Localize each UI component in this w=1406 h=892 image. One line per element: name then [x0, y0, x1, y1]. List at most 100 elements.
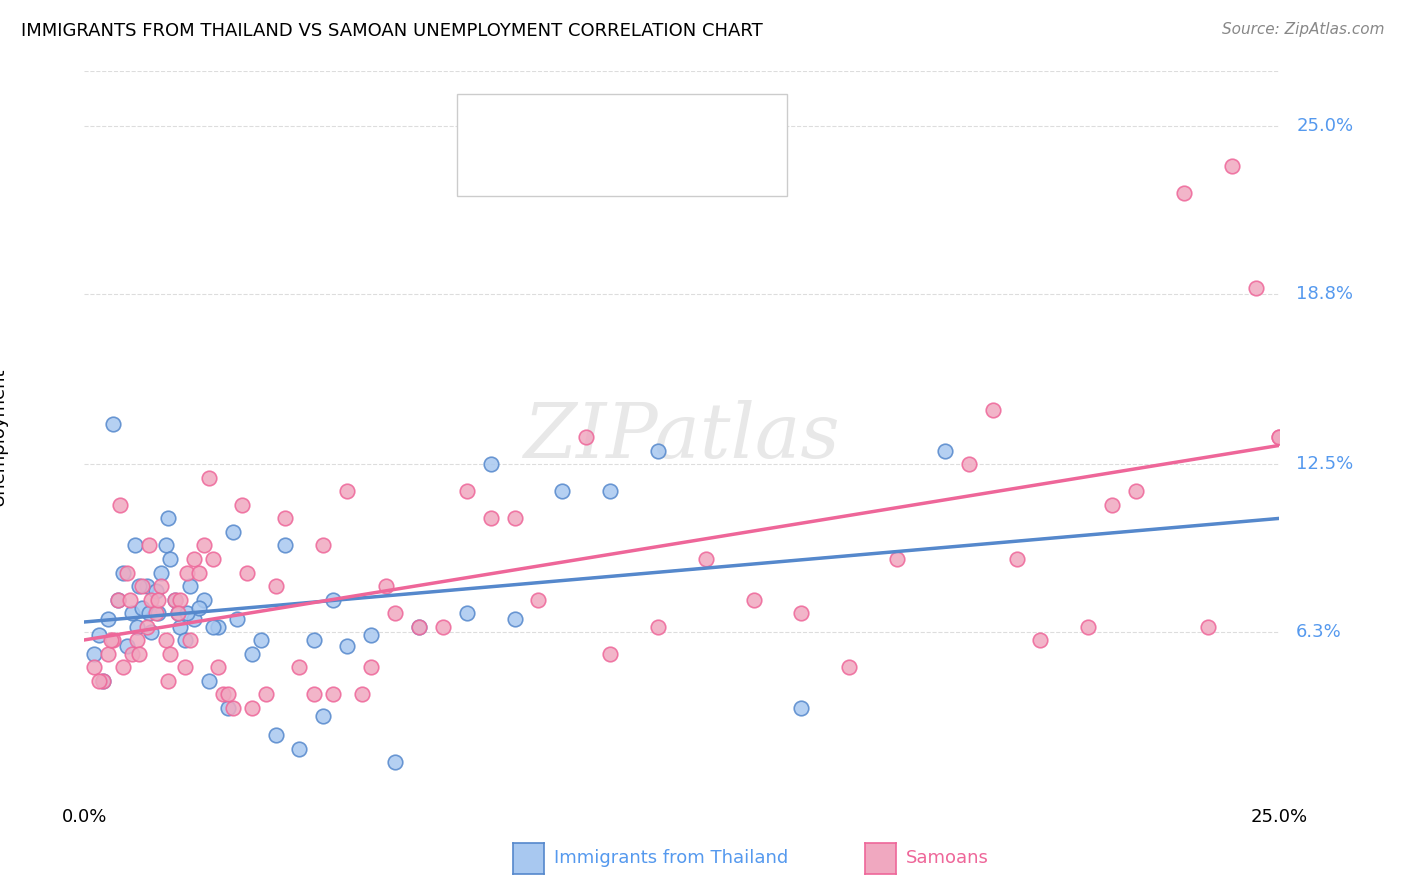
- Text: Samoans: Samoans: [905, 849, 988, 867]
- Point: [647, 620, 669, 634]
- Point: [1268, 430, 1291, 444]
- Point: [173, 660, 195, 674]
- Point: [384, 755, 406, 769]
- Point: [87, 673, 110, 688]
- Point: [350, 688, 373, 702]
- Point: [148, 606, 170, 620]
- Point: [288, 741, 311, 756]
- Point: [183, 611, 205, 625]
- Point: [312, 709, 335, 723]
- Text: Unemployment: Unemployment: [0, 368, 7, 507]
- Point: [101, 417, 124, 431]
- Point: [288, 660, 311, 674]
- Point: [93, 673, 115, 688]
- Point: [479, 457, 502, 471]
- Point: [149, 566, 172, 580]
- Point: [128, 579, 150, 593]
- Text: ZIPatlas: ZIPatlas: [523, 401, 841, 474]
- Point: [97, 611, 120, 625]
- Point: [360, 628, 382, 642]
- Point: [790, 701, 813, 715]
- Point: [188, 566, 211, 580]
- Point: [155, 633, 177, 648]
- Point: [456, 484, 478, 499]
- Point: [790, 606, 813, 620]
- Point: [111, 660, 134, 674]
- Point: [107, 592, 129, 607]
- Point: [197, 471, 219, 485]
- Point: [575, 430, 598, 444]
- Point: [274, 511, 297, 525]
- Point: [121, 606, 143, 620]
- Point: [432, 620, 454, 634]
- Text: N = 81: N = 81: [661, 156, 728, 174]
- Point: [145, 584, 167, 599]
- Point: [176, 566, 198, 580]
- Point: [302, 688, 325, 702]
- Point: [128, 647, 150, 661]
- Point: [384, 606, 406, 620]
- Point: [599, 484, 621, 499]
- Point: [240, 701, 263, 715]
- Text: IMMIGRANTS FROM THAILAND VS SAMOAN UNEMPLOYMENT CORRELATION CHART: IMMIGRANTS FROM THAILAND VS SAMOAN UNEMP…: [21, 22, 763, 40]
- Point: [157, 673, 180, 688]
- Point: [479, 511, 502, 525]
- Point: [250, 633, 273, 648]
- Point: [934, 443, 956, 458]
- Point: [155, 538, 177, 552]
- Point: [148, 592, 170, 607]
- Point: [159, 552, 181, 566]
- Point: [647, 443, 669, 458]
- Point: [226, 611, 249, 625]
- Point: [125, 633, 148, 648]
- Text: 12.5%: 12.5%: [1296, 455, 1354, 473]
- Point: [240, 647, 263, 661]
- Point: [101, 633, 124, 648]
- Point: [197, 673, 219, 688]
- Point: [169, 592, 191, 607]
- Point: [236, 566, 259, 580]
- Point: [107, 592, 129, 607]
- Point: [360, 660, 382, 674]
- Point: [165, 592, 187, 607]
- Text: Immigrants from Thailand: Immigrants from Thailand: [554, 849, 789, 867]
- Point: [1244, 281, 1267, 295]
- Point: [145, 606, 167, 620]
- Point: [1197, 620, 1219, 634]
- Point: [173, 633, 195, 648]
- Point: [207, 620, 229, 634]
- Point: [100, 633, 122, 648]
- Point: [131, 600, 153, 615]
- Point: [212, 688, 235, 702]
- Point: [742, 592, 765, 607]
- Point: [551, 484, 574, 499]
- Point: [1101, 498, 1123, 512]
- Point: [957, 457, 980, 471]
- Point: [503, 611, 526, 625]
- Point: [176, 606, 198, 620]
- Point: [322, 688, 344, 702]
- Point: [183, 552, 205, 566]
- Point: [193, 538, 215, 552]
- Point: [118, 592, 141, 607]
- Point: [207, 660, 229, 674]
- Point: [1173, 186, 1195, 201]
- Point: [1077, 620, 1099, 634]
- Point: [117, 566, 139, 580]
- Point: [166, 606, 188, 620]
- Point: [149, 579, 172, 593]
- Point: [336, 484, 359, 499]
- Point: [159, 647, 181, 661]
- Point: [408, 620, 430, 634]
- Point: [188, 600, 211, 615]
- Point: [83, 660, 105, 674]
- Point: [141, 625, 163, 640]
- Point: [302, 633, 325, 648]
- Point: [141, 592, 163, 607]
- Point: [193, 592, 215, 607]
- Point: [336, 639, 359, 653]
- Point: [456, 606, 478, 620]
- Point: [217, 701, 239, 715]
- Point: [1029, 633, 1052, 648]
- Point: [166, 606, 188, 620]
